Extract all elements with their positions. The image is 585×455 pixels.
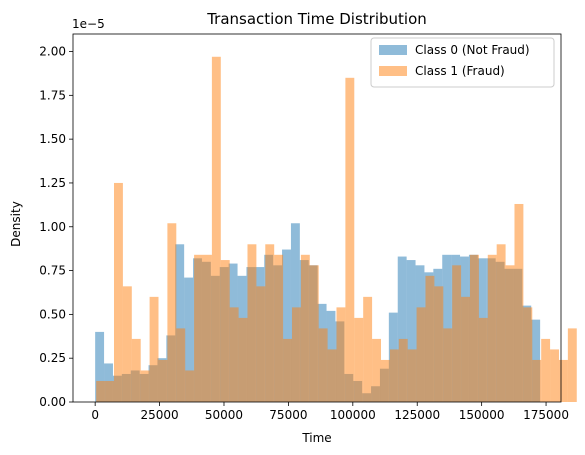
histogram-bar (292, 307, 301, 402)
histogram-bar (452, 265, 461, 402)
x-tick-label: 125000 (394, 408, 440, 422)
y-tick-label: 1.50 (39, 132, 66, 146)
x-tick-label: 175000 (523, 408, 569, 422)
legend-swatch (379, 66, 407, 76)
y-tick-label: 0.25 (39, 351, 66, 365)
histogram-bar (105, 381, 114, 402)
x-tick-label: 100000 (330, 408, 376, 422)
y-axis-label: Density (9, 201, 23, 247)
histogram-bar (390, 349, 399, 402)
y-axis-ticks: 0.00 0.25 0.50 0.75 1.00 1.25 1.50 1.75 2.00 (39, 45, 73, 409)
histogram-bar (434, 286, 443, 402)
legend-swatch (379, 45, 407, 55)
y-tick-label: 0.75 (39, 264, 66, 278)
histogram-bar (417, 307, 426, 402)
histogram-bar (443, 328, 452, 402)
histogram-bar (185, 370, 194, 402)
histogram-bar (256, 286, 265, 402)
histogram-bar (141, 370, 150, 402)
histogram-bar (363, 297, 372, 402)
histogram-bar (176, 328, 185, 402)
histogram-bar (506, 265, 515, 402)
histogram-bar (212, 57, 221, 402)
y-tick-label: 0.00 (39, 395, 66, 409)
histogram-bar (479, 318, 488, 402)
x-tick-label: 150000 (459, 408, 505, 422)
histogram-bar (301, 255, 310, 402)
histogram-bar (372, 339, 381, 402)
y-tick-label: 1.00 (39, 220, 66, 234)
chart-title: Transaction Time Distribution (206, 10, 427, 28)
histogram-bar (221, 260, 230, 402)
x-tick-label: 50000 (205, 408, 243, 422)
histogram-bar (488, 255, 497, 402)
histogram-bar (497, 244, 506, 402)
histogram-bar (408, 349, 417, 402)
legend-label: Class 0 (Not Fraud) (415, 43, 530, 57)
y-tick-label: 2.00 (39, 45, 66, 59)
histogram-bar (559, 360, 568, 402)
y-tick-label: 1.75 (39, 88, 66, 102)
histogram-bar (247, 244, 256, 402)
y-tick-label: 1.25 (39, 176, 66, 190)
histogram-bar (541, 339, 550, 402)
y-tick-label: 0.50 (39, 307, 66, 321)
histogram-bar (114, 183, 123, 402)
x-axis-ticks: 0 25000 50000 75000 100000 125000 150000 175000 (91, 402, 569, 422)
histogram-bar (265, 244, 274, 402)
histogram-bar (399, 339, 408, 402)
histogram-bar (461, 297, 470, 402)
histogram-bar (310, 265, 319, 402)
histogram-bar (274, 255, 283, 402)
histogram-bar (514, 204, 523, 402)
histogram-bar (150, 297, 159, 402)
histogram-bar (381, 360, 390, 402)
x-tick-label: 0 (91, 408, 99, 422)
histogram-bar (132, 339, 141, 402)
legend: Class 0 (Not Fraud) Class 1 (Fraud) (371, 38, 554, 87)
histogram-bar (159, 360, 168, 402)
x-tick-label: 75000 (269, 408, 307, 422)
histogram-bar (328, 349, 337, 402)
histogram-bar (336, 307, 345, 402)
histogram-bar (354, 318, 363, 402)
histogram-bar (568, 328, 577, 402)
histogram-bar (532, 360, 541, 402)
histogram-bar (523, 307, 532, 402)
histogram-bar (470, 255, 479, 402)
histogram-bar (123, 286, 132, 402)
histogram-bar (96, 381, 105, 402)
histogram-bar (425, 276, 434, 402)
histogram-bar (239, 318, 248, 402)
histogram-bar (550, 349, 559, 402)
x-tick-label: 25000 (140, 408, 178, 422)
legend-label: Class 1 (Fraud) (415, 64, 505, 78)
class-1-bars (96, 57, 577, 402)
y-offset-text: 1e−5 (72, 17, 105, 31)
x-axis-label: Time (301, 431, 331, 445)
histogram-bar (319, 328, 328, 402)
histogram-bar (203, 255, 212, 402)
histogram-bar (230, 307, 239, 402)
histogram-bar (167, 223, 176, 402)
histogram-bar (283, 339, 292, 402)
histogram-bar (194, 255, 203, 402)
histogram-bar (345, 78, 354, 402)
